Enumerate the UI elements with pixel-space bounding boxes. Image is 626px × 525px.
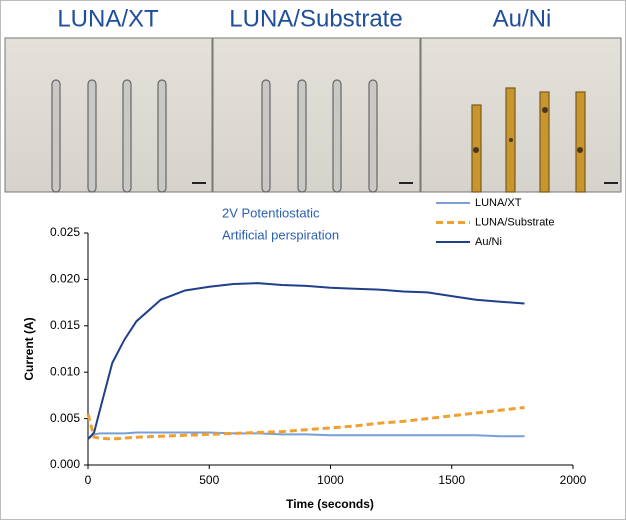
y-axis-title: Current (A) bbox=[22, 317, 36, 380]
legend-label: LUNA/Substrate bbox=[475, 216, 554, 228]
panel-label: Au/Ni bbox=[493, 5, 552, 32]
photos bbox=[5, 38, 621, 192]
y-tick-label: 0.020 bbox=[50, 272, 80, 286]
x-tick-label: 0 bbox=[85, 473, 92, 487]
y-tick-label: 0.010 bbox=[50, 364, 80, 378]
y-tick-label: 0.015 bbox=[50, 318, 80, 332]
y-tick-label: 0.025 bbox=[50, 225, 80, 239]
annotation: 2V Potentiostatic bbox=[222, 205, 320, 220]
legend-label: LUNA/XT bbox=[475, 197, 522, 209]
x-tick-label: 500 bbox=[199, 473, 219, 487]
figure: LUNA/XT LUNA/Substrate Au/Ni 2V Potentio… bbox=[0, 0, 626, 520]
x-tick-label: 2000 bbox=[560, 473, 587, 487]
y-tick-label: 0.000 bbox=[50, 457, 80, 471]
x-axis-title: Time (seconds) bbox=[286, 497, 374, 511]
panel-label: LUNA/XT bbox=[57, 5, 159, 32]
x-tick-label: 1000 bbox=[317, 473, 344, 487]
annotation: Artificial perspiration bbox=[222, 227, 339, 242]
x-tick-label: 1500 bbox=[438, 473, 465, 487]
legend-label: Au/Ni bbox=[475, 236, 502, 248]
panel-label: LUNA/Substrate bbox=[229, 5, 402, 32]
y-tick-label: 0.005 bbox=[50, 411, 80, 425]
